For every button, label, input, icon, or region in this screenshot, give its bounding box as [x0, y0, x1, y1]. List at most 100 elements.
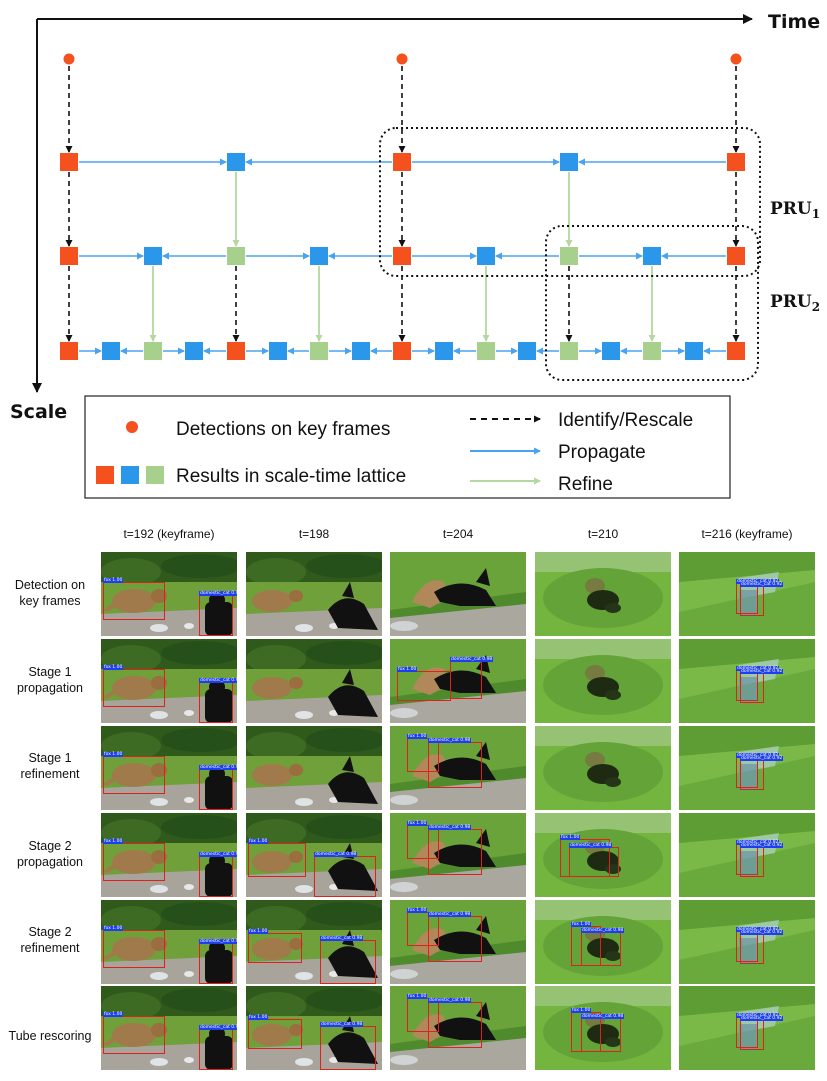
video-frame-image — [246, 726, 382, 810]
video-frame — [246, 726, 382, 810]
lattice-node-propagated — [560, 153, 578, 171]
detection-label-tag: domestic_cat 0.98 — [569, 843, 613, 848]
detection-bbox: fox 1.00 — [407, 908, 439, 946]
video-frame — [535, 726, 671, 810]
detection-label-tag: domestic_cat 0.92 — [736, 1013, 780, 1018]
detection-bbox: domestic_cat 0.98 — [199, 939, 237, 984]
lattice-node-refined — [643, 342, 661, 360]
detection-label-tag: fox 1.00 — [103, 839, 124, 844]
detection-bbox: domestic_cat 0.98 — [581, 1014, 625, 1052]
video-frame-image — [246, 986, 382, 1070]
detection-label-tag: domestic_cat 0.92 — [736, 753, 780, 758]
detection-bbox: fox 1.00 — [407, 734, 439, 772]
detection-bbox: fox 1.00 — [103, 926, 165, 968]
lattice-node-propagated — [602, 342, 620, 360]
video-frame — [246, 552, 382, 636]
video-frame-image — [390, 986, 526, 1070]
video-frame: domestic_cat 0.92domestic_cat 0.92 — [679, 986, 815, 1070]
detection-bbox: fox 1.00 — [103, 839, 165, 881]
detection-label-tag: domestic_cat 0.92 — [736, 927, 780, 932]
time-axis-label: Time — [768, 11, 820, 33]
detection-bbox: domestic_cat 0.98 — [581, 928, 625, 966]
lattice-node-propagated — [352, 342, 370, 360]
row-label: Stage 1 propagation — [16, 665, 84, 695]
detection-label-tag: domestic_cat 0.98 — [199, 1025, 237, 1030]
lattice-node-propagated — [269, 342, 287, 360]
video-frame-image — [535, 639, 671, 723]
lattice-node-keyframe — [727, 342, 745, 360]
keyframe-detection-dot — [730, 53, 742, 65]
detection-label-tag: domestic_cat 0.98 — [320, 936, 364, 941]
column-header: t=216 (keyframe) — [701, 527, 793, 541]
detection-bbox: fox 1.00 — [248, 929, 302, 963]
detection-label-tag: domestic_cat 0.98 — [450, 657, 494, 662]
video-frame — [535, 639, 671, 723]
lattice-node-keyframe — [727, 153, 745, 171]
column-header: t=204 — [442, 527, 474, 541]
detection-label-tag: fox 1.00 — [407, 734, 428, 739]
lattice-node-keyframe — [60, 342, 78, 360]
detection-label-tag: domestic_cat 0.98 — [581, 928, 625, 933]
detection-label-tag: domestic_cat 0.92 — [736, 840, 780, 845]
detection-bbox: domestic_cat 0.98 — [199, 765, 237, 810]
video-frame-image — [679, 639, 815, 723]
detection-label-tag: domestic_cat 0.98 — [428, 825, 472, 830]
pru1-label: PRU1 — [770, 199, 820, 221]
detection-label-tag: domestic_cat 0.98 — [314, 852, 358, 857]
video-frame-image — [246, 900, 382, 984]
video-frame: fox 1.00 domestic_cat 0.98 — [246, 900, 382, 984]
lattice-node-keyframe — [393, 342, 411, 360]
lattice-node-propagated — [227, 153, 245, 171]
detection-bbox: domestic_cat 0.92 — [740, 1016, 784, 1050]
detection-bbox: fox 1.00 — [248, 839, 306, 877]
lattice-node-refined — [560, 342, 578, 360]
video-frame-image — [535, 900, 671, 984]
detection-bbox: fox 1.00 — [397, 667, 451, 701]
video-frame-image — [390, 813, 526, 897]
detection-label-tag: fox 1.00 — [103, 665, 124, 670]
detection-bbox: domestic_cat 0.98 — [320, 936, 376, 984]
column-header: t=192 (keyframe) — [123, 527, 215, 541]
detection-label-tag: domestic_cat 0.98 — [428, 912, 472, 917]
lattice-node-propagated — [477, 247, 495, 265]
lattice-node-propagated — [144, 247, 162, 265]
lattice-node-keyframe — [227, 342, 245, 360]
detection-label-tag: domestic_cat 0.98 — [428, 738, 472, 743]
detection-bbox: fox 1.00 — [103, 665, 165, 707]
video-frame-image — [390, 552, 526, 636]
video-frame: domestic_cat 0.92domestic_cat 0.92 — [679, 726, 815, 810]
legend-results-text: Results in scale-time lattice — [176, 466, 406, 487]
detection-label-tag: domestic_cat 0.98 — [428, 998, 472, 1003]
detection-bbox: domestic_cat 0.92 — [740, 669, 784, 703]
lattice-node-keyframe — [727, 247, 745, 265]
video-frame: domestic_cat 0.92domestic_cat 0.92 — [679, 639, 815, 723]
video-frame-image — [679, 986, 815, 1070]
video-frame-image — [535, 986, 671, 1070]
video-frame: fox 1.00 domestic_cat 0.98 — [246, 813, 382, 897]
detection-bbox: fox 1.00 — [248, 1015, 302, 1049]
detection-bbox: domestic_cat 0.98 — [569, 843, 619, 877]
detection-label-tag: fox 1.00 — [407, 994, 428, 999]
detection-label-tag: fox 1.00 — [407, 821, 428, 826]
detection-bbox: domestic_cat 0.92 — [740, 582, 784, 616]
detection-bbox: domestic_cat 0.98 — [428, 825, 482, 875]
lattice-node-keyframe — [60, 247, 78, 265]
row-label: Stage 2 refinement — [20, 925, 80, 955]
detection-label-tag: fox 1.00 — [571, 922, 592, 927]
column-header: t=198 — [298, 527, 330, 541]
lattice-node-refined — [310, 342, 328, 360]
detection-label-tag: fox 1.00 — [407, 908, 428, 913]
detection-bbox: domestic_cat 0.92 — [740, 756, 784, 790]
legend-orange-square — [96, 466, 114, 484]
detection-bbox: domestic_cat 0.98 — [199, 678, 237, 723]
row-label: Tube rescoring — [8, 1029, 92, 1043]
legend-box — [84, 395, 731, 499]
